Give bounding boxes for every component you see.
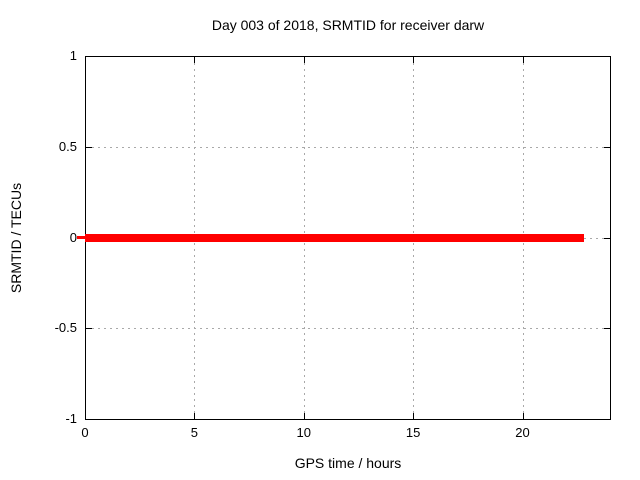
y-tick-mark-left xyxy=(86,146,92,148)
y-tick-mark-left xyxy=(86,328,92,330)
x-tick-mark-top xyxy=(522,57,524,63)
chart-title: Day 003 of 2018, SRMTID for receiver dar… xyxy=(211,17,485,33)
x-tick-mark-bottom xyxy=(194,413,196,419)
y-tick-label: -1 xyxy=(65,411,77,426)
y-tick-mark-right xyxy=(604,146,610,148)
y-tick-label: 0.5 xyxy=(58,138,77,154)
x-tick-mark-bottom xyxy=(413,413,415,419)
x-tick-mark-top xyxy=(303,57,305,63)
y-tick-label: 0 xyxy=(69,229,77,245)
x-axis-label: GPS time / hours xyxy=(294,455,402,471)
series-line-srmtid xyxy=(85,233,584,242)
x-tick-mark-top xyxy=(194,57,196,63)
y-tick-mark-right xyxy=(604,237,610,239)
x-tick-label: 15 xyxy=(405,425,421,440)
x-tick-mark-top xyxy=(413,57,415,63)
y-tick-label: 1 xyxy=(69,48,77,63)
y-tick-mark-right xyxy=(604,56,610,57)
y-tick-mark-right xyxy=(604,328,610,330)
y-tick-mark-left xyxy=(86,419,92,420)
x-tick-label: 20 xyxy=(515,425,530,440)
x-tick-mark-bottom xyxy=(85,413,86,419)
x-tick-label: 5 xyxy=(190,425,198,440)
y-axis-label: SRMTID / TECUs xyxy=(8,182,24,294)
y-tick-mark-left xyxy=(86,56,92,57)
x-tick-mark-top xyxy=(85,57,86,63)
series-line-srmtid-left-cap xyxy=(77,236,86,239)
x-tick-mark-bottom xyxy=(522,413,524,419)
h-gridline xyxy=(86,146,610,148)
y-tick-mark-right xyxy=(604,419,610,420)
y-tick-label: -0.5 xyxy=(54,320,77,336)
x-tick-mark-bottom xyxy=(303,413,305,419)
h-gridline xyxy=(86,328,610,330)
x-tick-label: 0 xyxy=(81,425,89,440)
x-tick-label: 10 xyxy=(296,425,311,440)
